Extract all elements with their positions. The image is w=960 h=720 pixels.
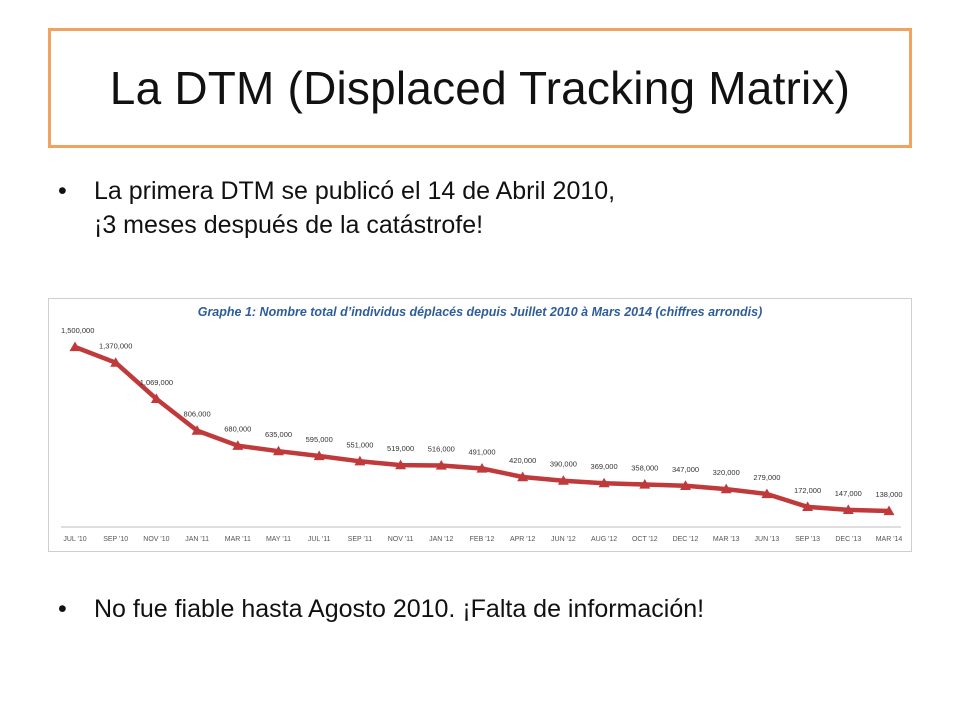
x-tick-label: JAN '11	[185, 536, 209, 543]
data-label: 320,000	[713, 468, 740, 477]
title-box: La DTM (Displaced Tracking Matrix)	[48, 28, 912, 148]
x-tick-label: AUG '12	[591, 536, 617, 543]
x-tick-label: JUN '13	[755, 536, 780, 543]
data-label: 420,000	[509, 456, 536, 465]
data-point-marker	[517, 471, 529, 482]
data-label: 138,000	[875, 490, 902, 499]
data-point-marker	[720, 483, 732, 494]
data-point-marker	[680, 480, 691, 490]
data-point-marker	[354, 455, 366, 466]
marker-layer	[69, 341, 895, 516]
data-label: 390,000	[550, 460, 577, 469]
x-tick-label: NOV '11	[388, 536, 414, 543]
data-label: 491,000	[468, 448, 495, 457]
data-point-marker	[842, 504, 854, 514]
chart-frame: Graphe 1: Nombre total d’individus dépla…	[48, 298, 912, 552]
data-label: 1,069,000	[140, 378, 173, 387]
data-label: 369,000	[591, 462, 618, 471]
x-tick-label: SEP '11	[348, 536, 373, 543]
bullet-line-2: ¡3 meses después de la catástrofe!	[94, 211, 484, 239]
x-tick-label: MAR '14	[876, 536, 903, 543]
x-tick-label: JAN '12	[429, 536, 453, 543]
bullet-line-1: La primera DTM se publicó el 14 de Abril…	[94, 177, 616, 205]
data-point-marker	[639, 479, 651, 489]
data-label: 551,000	[346, 440, 373, 449]
bullet-icon: •	[58, 177, 67, 205]
data-point-marker	[273, 445, 284, 456]
data-label: 680,000	[224, 425, 251, 434]
x-tick-label: MAR '13	[713, 536, 740, 543]
data-point-marker	[802, 501, 814, 511]
data-label: 347,000	[672, 465, 699, 474]
bullet-line-1: No fue fiable hasta Agosto 2010. ¡Falta …	[94, 595, 705, 623]
data-point-marker	[476, 463, 488, 473]
data-point-marker	[598, 477, 610, 488]
data-label: 635,000	[265, 430, 292, 439]
chart-title: Graphe 1: Nombre total d’individus dépla…	[198, 305, 763, 319]
data-label: 147,000	[835, 489, 862, 498]
data-label: 1,500,000	[61, 326, 94, 335]
data-point-marker	[69, 341, 81, 352]
x-tick-layer: JUL '10 SEP '10 NOV '10 JAN '11 MAR '11 MAY '…	[63, 536, 902, 543]
data-point-marker	[191, 425, 203, 435]
data-point-marker	[150, 393, 162, 403]
x-tick-label: NOV '10	[143, 536, 169, 543]
data-point-marker	[557, 475, 569, 485]
data-label-layer: 1,500,000 1,370,000 1,069,000 806,000 680,00…	[61, 326, 903, 499]
data-point-marker	[761, 488, 773, 499]
data-label: 172,000	[794, 486, 821, 495]
x-tick-label: DEC '13	[835, 536, 861, 543]
data-label: 516,000	[428, 445, 455, 454]
x-tick-label: JUN '12	[551, 536, 576, 543]
x-tick-label: DEC '12	[673, 536, 699, 543]
x-tick-label: SEP '13	[795, 536, 820, 543]
slide-title: La DTM (Displaced Tracking Matrix)	[109, 62, 851, 114]
data-label: 279,000	[753, 473, 780, 482]
data-label: 595,000	[306, 435, 333, 444]
x-tick-label: MAY '11	[266, 536, 291, 543]
x-tick-label: MAR '11	[225, 536, 251, 543]
data-label: 806,000	[184, 410, 211, 419]
data-point-marker	[110, 357, 122, 367]
x-tick-label: JUL '10	[63, 536, 86, 543]
x-tick-label: APR '12	[510, 536, 536, 543]
data-point-marker	[435, 460, 447, 470]
data-label: 519,000	[387, 444, 414, 453]
data-point-marker	[883, 505, 895, 516]
x-tick-label: JUL '11	[308, 536, 331, 543]
data-point-marker	[395, 459, 407, 470]
data-label: 1,370,000	[99, 342, 132, 351]
data-label: 358,000	[631, 464, 658, 473]
x-tick-label: FEB '12	[470, 536, 495, 543]
bullet-icon: •	[58, 595, 67, 623]
data-point-marker	[232, 440, 244, 450]
x-tick-label: SEP '10	[103, 536, 128, 543]
x-tick-label: OCT '12	[632, 536, 658, 543]
line-chart: Graphe 1: Nombre total d’individus dépla…	[61, 305, 903, 543]
data-point-marker	[313, 450, 325, 461]
